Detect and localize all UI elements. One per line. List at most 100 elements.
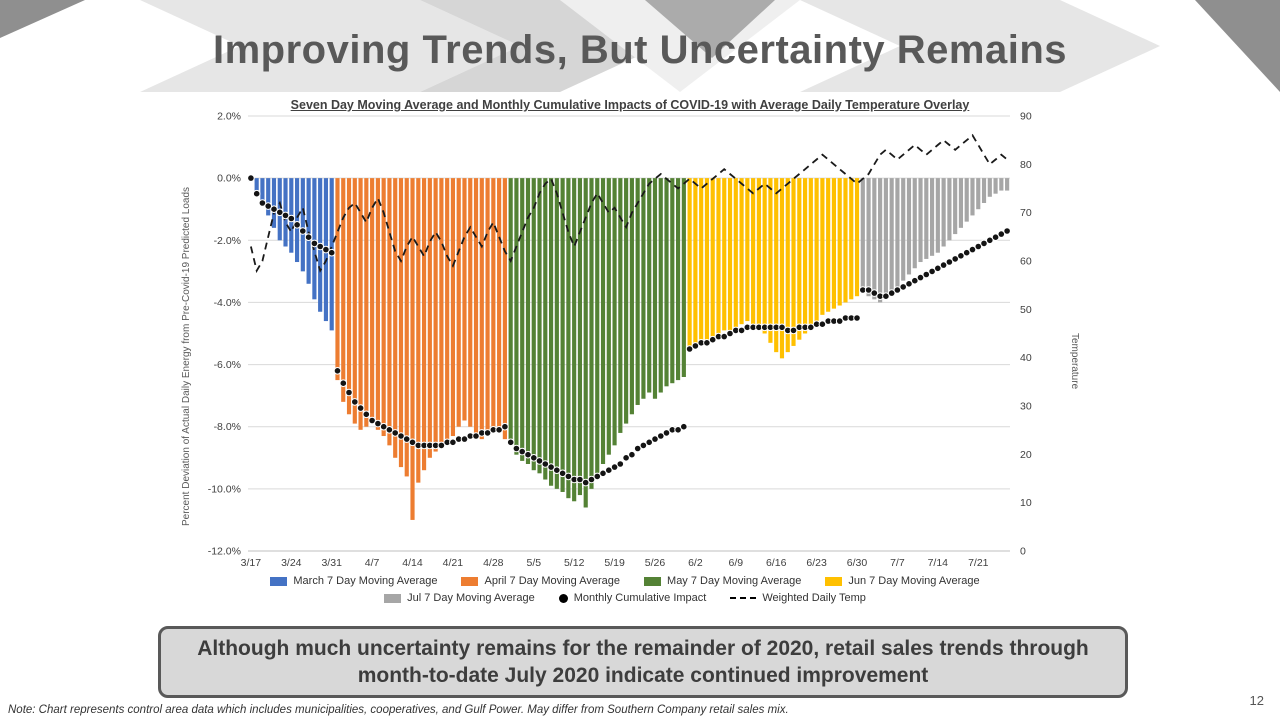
bar <box>826 178 831 312</box>
bar <box>485 178 490 437</box>
bar <box>358 178 363 430</box>
legend-swatch-dot <box>558 593 568 603</box>
cumulative-dot <box>651 435 659 443</box>
bar <box>566 178 571 499</box>
y-axis-tick-label-right: 80 <box>1020 159 1032 171</box>
bar <box>479 178 484 440</box>
cumulative-dot <box>449 438 457 447</box>
cumulative-dot <box>622 454 630 462</box>
cumulative-dot <box>778 323 786 332</box>
bar <box>941 178 946 247</box>
bar <box>364 178 369 427</box>
cumulative-dot <box>553 466 561 475</box>
y-axis-tick-label-left: 0.0% <box>217 173 241 185</box>
cumulative-dot <box>391 429 399 437</box>
cumulative-dot <box>276 208 284 217</box>
cumulative-dot <box>541 460 550 468</box>
cumulative-dot <box>962 248 971 257</box>
bar <box>583 178 588 508</box>
bar <box>548 178 554 486</box>
legend-label: March 7 Day Moving Average <box>293 575 438 587</box>
bar <box>450 178 456 437</box>
bar <box>999 178 1004 191</box>
cumulative-dot <box>610 463 619 471</box>
page-number: 12 <box>1249 693 1264 708</box>
cumulative-dot <box>691 342 700 350</box>
bar <box>560 178 565 492</box>
bar <box>981 178 987 203</box>
bar <box>600 178 606 464</box>
bar <box>837 178 842 306</box>
cumulative-dot <box>916 273 925 282</box>
bar <box>473 178 479 433</box>
bar <box>675 178 681 381</box>
bar <box>820 178 825 315</box>
bar <box>912 178 917 269</box>
bar <box>254 178 259 191</box>
cumulative-dot <box>835 317 844 325</box>
cumulative-dot <box>986 236 994 245</box>
bar <box>872 178 877 300</box>
cumulative-dot <box>882 292 890 300</box>
bar <box>958 178 964 228</box>
legend-label: Jun 7 Day Moving Average <box>848 575 980 587</box>
x-axis-tick-label: 3/31 <box>321 557 342 569</box>
cumulative-dot <box>593 472 602 481</box>
x-axis-tick-label: 4/28 <box>483 557 504 569</box>
bar <box>652 178 658 399</box>
x-axis-tick-label: 5/19 <box>604 557 625 569</box>
y-axis-tick-label-right: 10 <box>1020 497 1032 509</box>
cumulative-dot <box>991 233 1000 241</box>
x-axis-tick-label: 4/14 <box>402 557 423 569</box>
x-axis-tick-label: 6/16 <box>766 557 787 569</box>
cumulative-dot <box>558 469 567 478</box>
bar <box>416 178 421 483</box>
legend-label: April 7 Day Moving Average <box>484 575 621 587</box>
bar <box>514 178 519 455</box>
legend-label: Weighted Daily Temp <box>762 592 866 604</box>
bar <box>502 178 507 440</box>
legend-swatch-bar <box>825 576 843 586</box>
bar <box>624 178 629 424</box>
legend-swatch-bar <box>384 593 402 603</box>
x-axis-tick-label: 7/14 <box>928 557 949 569</box>
y-axis-tick-label-left: -8.0% <box>214 421 241 433</box>
bar <box>375 178 380 430</box>
legend-item: May 7 Day Moving Average <box>644 575 801 587</box>
bar <box>976 178 981 210</box>
cumulative-dot <box>708 335 717 344</box>
bar <box>779 178 785 359</box>
y-axis-tick-label-right: 30 <box>1020 401 1032 413</box>
cumulative-dot <box>374 419 382 428</box>
cumulative-dot <box>680 422 688 431</box>
x-axis-tick-label: 3/24 <box>281 557 302 569</box>
cumulative-dot <box>934 264 942 273</box>
x-axis-tick-label: 3/17 <box>241 557 262 569</box>
x-axis-tick-label: 7/21 <box>968 557 989 569</box>
chart-legend: March 7 Day Moving Average April 7 Day Mo… <box>215 575 1035 609</box>
cumulative-dot <box>633 444 642 453</box>
y-axis-tick-label-left: -4.0% <box>214 297 241 309</box>
bar <box>352 178 357 424</box>
bar <box>843 178 848 303</box>
x-axis-tick-label: 6/2 <box>688 557 703 569</box>
x-axis-tick-label: 6/9 <box>728 557 743 569</box>
bar <box>964 178 969 222</box>
legend-item: Weighted Daily Temp <box>730 592 866 604</box>
cumulative-dot <box>362 410 371 419</box>
bar <box>491 178 496 430</box>
bar <box>300 178 305 272</box>
bar <box>993 178 998 194</box>
cumulative-dot <box>674 426 682 434</box>
bar <box>918 178 923 263</box>
bar <box>543 178 548 480</box>
y-axis-tick-label-right: 70 <box>1020 207 1032 219</box>
cumulative-dot <box>957 252 965 260</box>
bar <box>710 178 715 337</box>
y-axis-tick-label-right: 0 <box>1020 546 1026 558</box>
bar <box>854 178 860 297</box>
cumulative-dot <box>951 255 960 263</box>
cumulative-dot <box>512 444 521 453</box>
cumulative-dot <box>333 367 342 375</box>
bar <box>681 178 686 377</box>
